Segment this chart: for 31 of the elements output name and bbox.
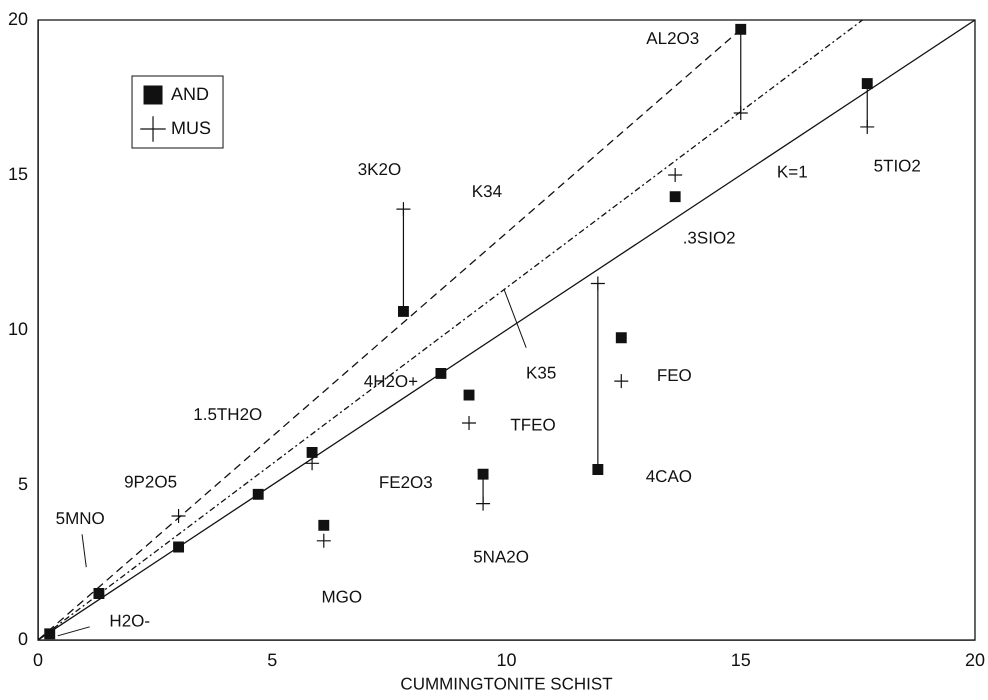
- y-tick-label: 15: [8, 164, 28, 184]
- annotation: 1.5TH2O: [193, 404, 262, 424]
- y-tick-label: 5: [18, 474, 28, 494]
- legend-label: AND: [171, 84, 210, 104]
- annotation: H2O-: [109, 611, 150, 630]
- annotation: MGO: [321, 587, 362, 606]
- y-tick-label: 10: [8, 318, 28, 339]
- annotation: FE2O3: [378, 473, 433, 492]
- annotation: FEO: [656, 366, 692, 385]
- annotation: 4CAO: [646, 467, 692, 486]
- y-tick-label: 20: [8, 8, 28, 29]
- x-tick-label: 5: [267, 650, 278, 670]
- annotation: 5NA2O: [473, 547, 529, 566]
- annotation: 3K2O: [358, 160, 402, 179]
- x-tick-label: 20: [964, 650, 986, 670]
- annotation: AL2O3: [646, 28, 700, 48]
- annotation: K34: [472, 182, 502, 202]
- annotation: K=1: [776, 162, 808, 182]
- x-tick-label: 0: [33, 650, 44, 670]
- y-tick-label: 0: [18, 628, 28, 649]
- annotation: 4H2O+: [364, 372, 418, 392]
- annotation: 5TIO2: [874, 156, 921, 176]
- legend-label: MUS: [171, 118, 212, 138]
- annotation: 9P2O5: [124, 472, 178, 492]
- x-tick-label: 10: [496, 650, 517, 670]
- annotation: TFEO: [510, 416, 556, 435]
- annotation: .3SIO2: [682, 228, 736, 248]
- annotation: K35: [526, 363, 556, 382]
- annotation: 5MNO: [56, 508, 105, 528]
- x-tick-label: 15: [730, 650, 751, 670]
- x-axis-title: CUMMINGTONITE SCHIST: [400, 674, 613, 694]
